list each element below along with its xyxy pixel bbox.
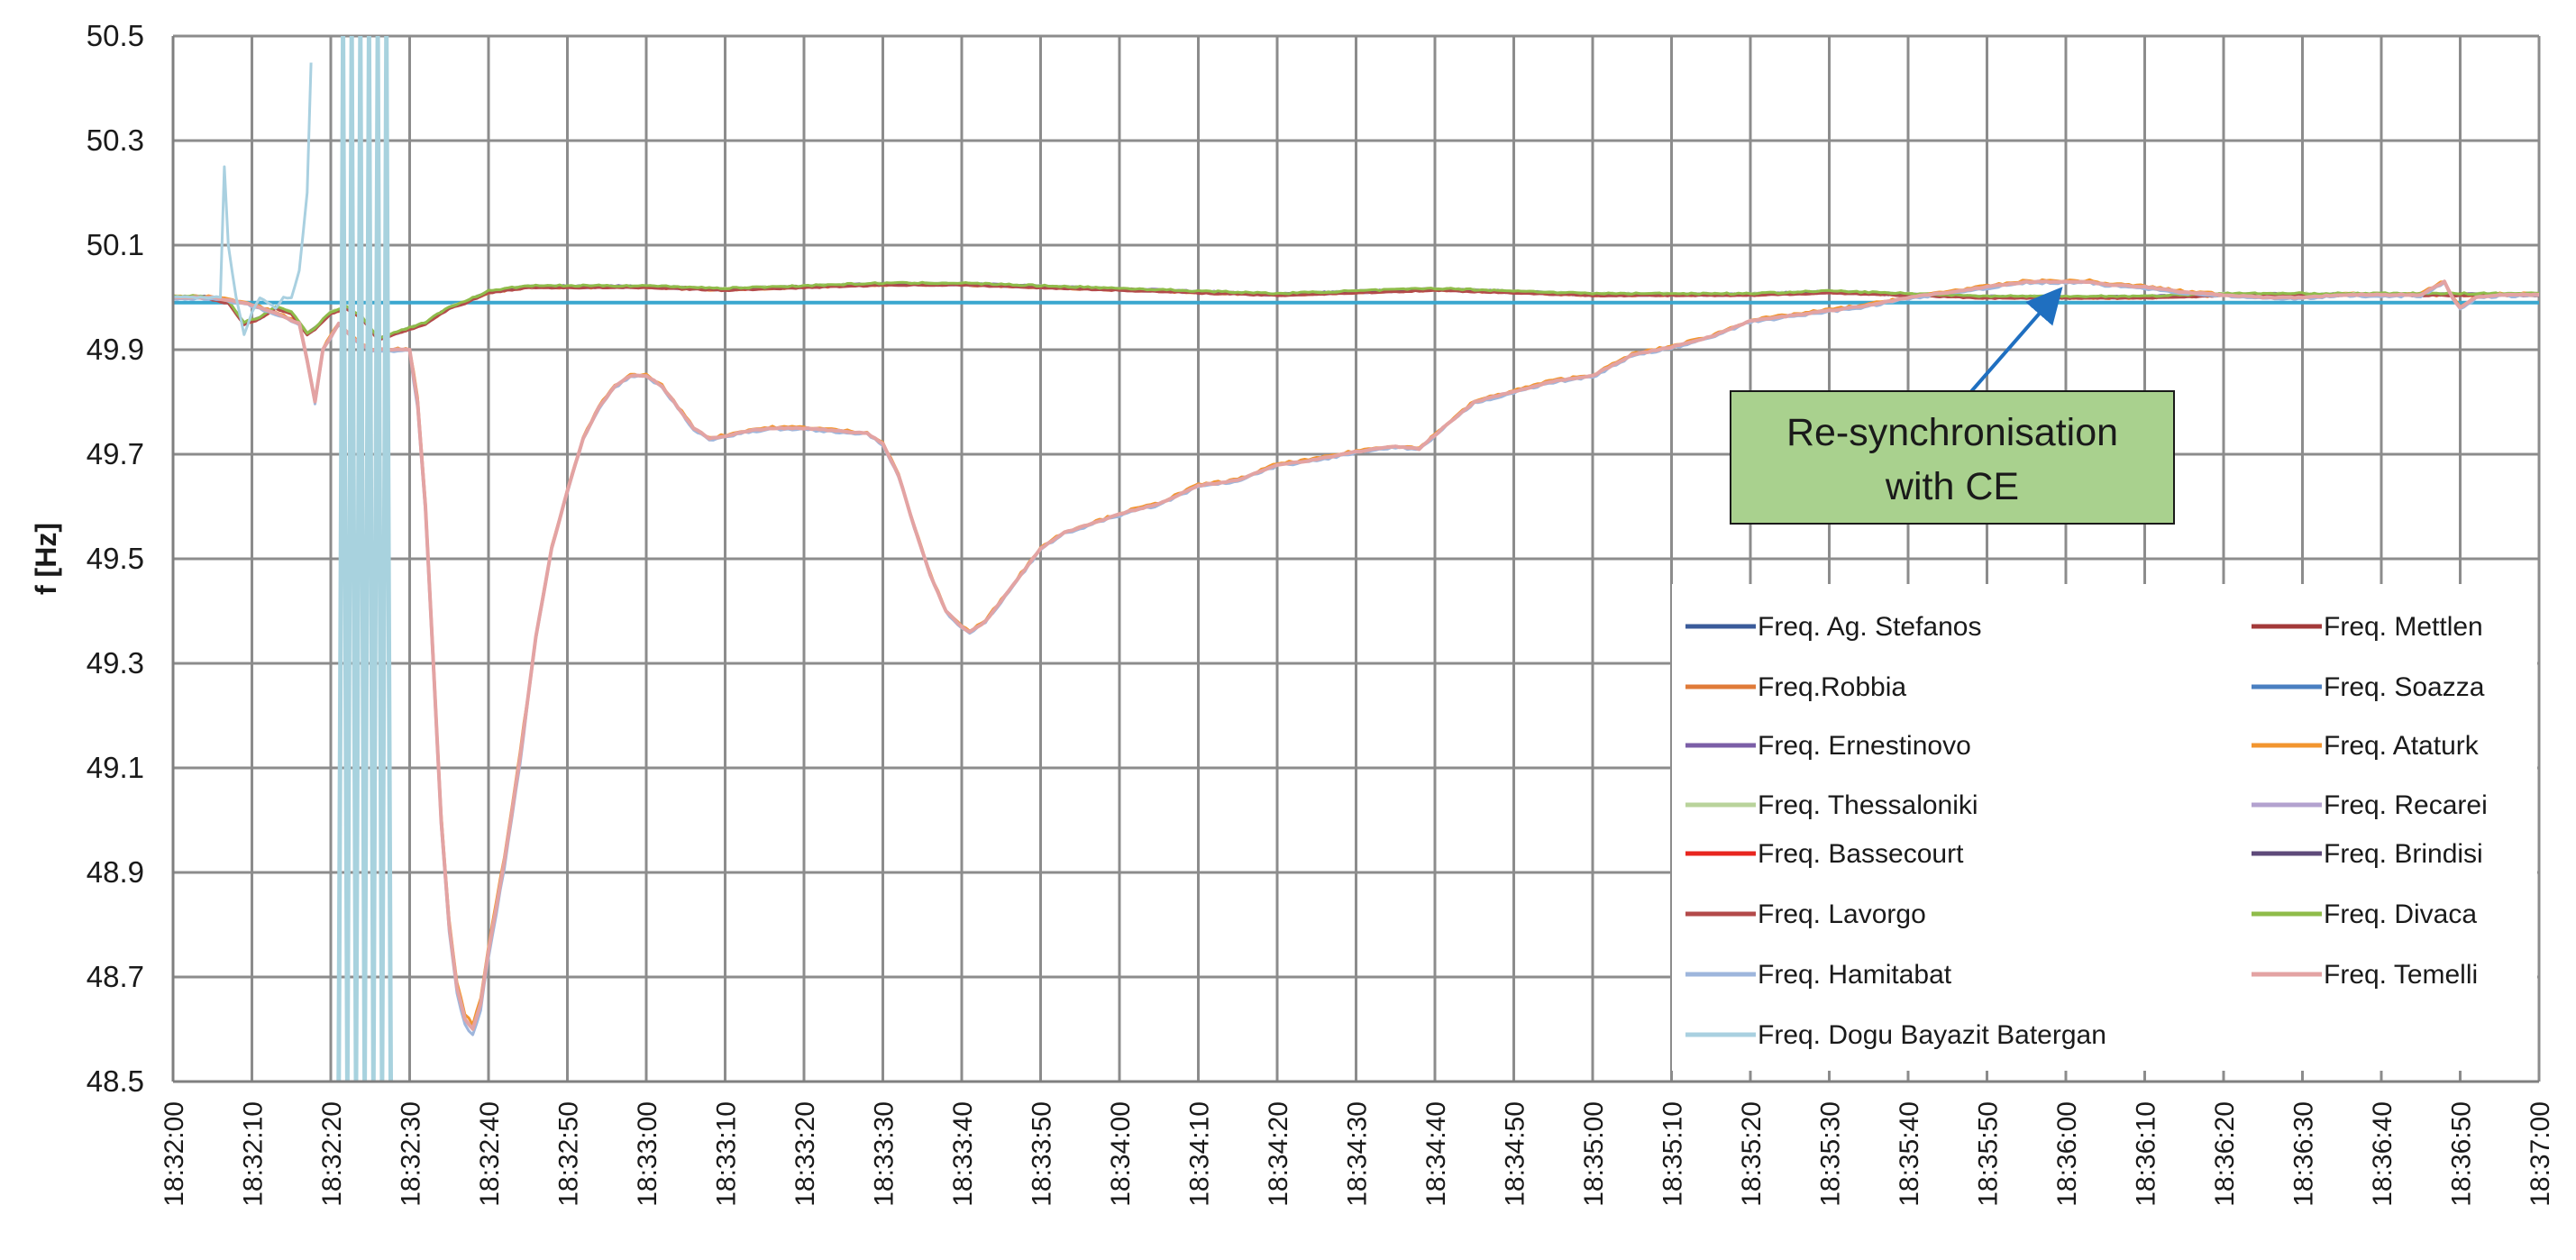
x-tick-label: 18:37:00	[2526, 1101, 2555, 1207]
x-tick-label: 18:35:20	[1737, 1101, 1767, 1207]
y-tick-label: 49.9	[87, 333, 144, 366]
x-tick-labels: 18:32:00 18:32:10 18:32:20 18:32:30 18:32:40…	[160, 1101, 2555, 1207]
legend-entry: Freq. Mettlen	[2324, 612, 2483, 642]
legend: Freq. Ag. Stefanos Freq. Mettlen Freq.Robb…	[1672, 584, 2537, 1071]
x-tick-label: 18:32:00	[160, 1101, 189, 1207]
legend-entry: Freq. Dogu Bayazit Batergan	[1758, 1020, 2106, 1050]
x-tick-label: 18:33:40	[948, 1101, 978, 1207]
legend-entry: Freq. Ataturk	[2324, 731, 2480, 761]
x-tick-label: 18:36:00	[2052, 1101, 2082, 1207]
legend-entry: Freq. Recarei	[2324, 790, 2488, 820]
x-tick-label: 18:35:00	[1579, 1101, 1609, 1207]
y-tick-label: 50.1	[87, 228, 144, 261]
annotation-text: Re-synchronisation	[1786, 411, 2118, 454]
series-layer	[173, 36, 2539, 1082]
legend-entry: Freq. Lavorgo	[1758, 899, 1926, 929]
x-tick-label: 18:35:50	[1974, 1101, 2004, 1207]
x-tick-label: 18:34:20	[1264, 1101, 1293, 1207]
annotation: Re-synchronisation with CE	[1730, 287, 2175, 525]
x-tick-label: 18:33:00	[633, 1101, 662, 1207]
y-tick-label: 50.3	[87, 123, 144, 157]
x-tick-label: 18:35:30	[1816, 1101, 1846, 1207]
x-tick-label: 18:34:00	[1106, 1101, 1136, 1207]
x-tick-label: 18:32:40	[475, 1101, 505, 1207]
x-tick-label: 18:33:20	[790, 1101, 820, 1207]
x-tick-label: 18:33:50	[1028, 1101, 1057, 1207]
legend-box	[1672, 584, 2537, 1071]
legend-entry: Freq.Robbia	[1758, 672, 1906, 702]
x-tick-label: 18:33:30	[870, 1101, 900, 1207]
x-tick-label: 18:32:10	[239, 1101, 269, 1207]
x-tick-label: 18:32:30	[397, 1101, 426, 1207]
x-tick-label: 18:32:50	[554, 1101, 584, 1207]
legend-entry: Freq. Bassecourt	[1758, 839, 1964, 869]
x-tick-label: 18:36:40	[2368, 1101, 2398, 1207]
legend-entry: Freq. Thessaloniki	[1758, 790, 1978, 820]
x-tick-label: 18:35:40	[1895, 1101, 1924, 1207]
y-tick-label: 49.3	[87, 646, 144, 680]
x-tick-label: 18:36:20	[2210, 1101, 2240, 1207]
x-tick-label: 18:34:50	[1501, 1101, 1530, 1207]
x-tick-label: 18:36:10	[2132, 1101, 2161, 1207]
legend-entry: Freq. Ag. Stefanos	[1758, 612, 1981, 642]
legend-entry: Freq. Ernestinovo	[1758, 731, 1971, 761]
x-tick-label: 18:34:40	[1421, 1101, 1451, 1207]
annotation-text: with CE	[1885, 465, 2019, 508]
series-line-10	[173, 283, 2539, 342]
x-tick-label: 18:34:30	[1343, 1101, 1373, 1207]
axes	[171, 36, 2539, 1083]
y-tick-label: 48.7	[87, 960, 144, 993]
x-tick-label: 18:36:30	[2289, 1101, 2319, 1207]
legend-entry: Freq. Divaca	[2324, 899, 2477, 929]
y-tick-label: 49.1	[87, 751, 144, 784]
legend-entry: Freq. Hamitabat	[1758, 960, 1952, 990]
series-line-13	[173, 279, 2539, 1031]
y-tick-label: 48.5	[87, 1064, 144, 1098]
x-tick-label: 18:36:50	[2447, 1101, 2477, 1207]
x-tick-label: 18:34:10	[1185, 1101, 1215, 1207]
x-tick-label: 18:35:10	[1658, 1101, 1688, 1207]
y-tick-label: 49.5	[87, 542, 144, 575]
x-tick-label: 18:33:10	[712, 1101, 742, 1207]
dogu-bayazit-oscillation	[336, 36, 393, 1082]
y-axis-label: f [Hz]	[30, 523, 62, 595]
series-line-14	[173, 62, 313, 336]
y-tick-label: 48.9	[87, 855, 144, 889]
y-tick-label: 49.7	[87, 437, 144, 470]
legend-entry: Freq. Soazza	[2324, 672, 2485, 702]
legend-entry: Freq. Temelli	[2324, 960, 2478, 990]
y-tick-label: 50.5	[87, 19, 144, 52]
x-tick-label: 18:32:20	[317, 1101, 347, 1207]
y-tick-labels: 50.5 50.3 50.1 49.9 49.7 49.5 49.3 49.1 48.9 48.7…	[87, 19, 144, 1098]
series-line-11	[173, 280, 2539, 340]
legend-entry: Freq. Brindisi	[2324, 839, 2483, 869]
annotation-box	[1730, 390, 2175, 525]
